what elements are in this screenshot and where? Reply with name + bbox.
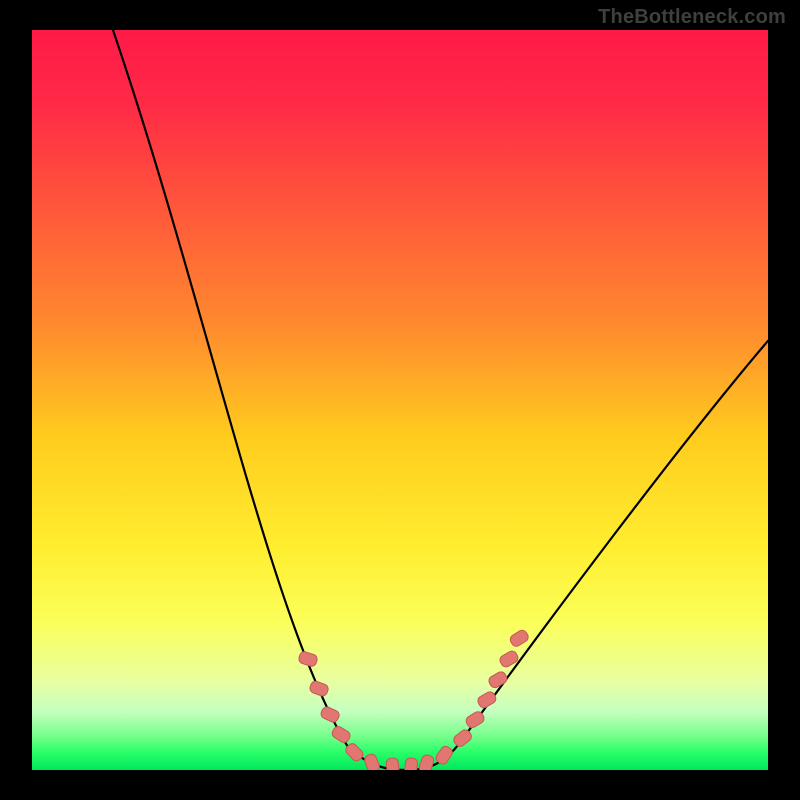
watermark-text: TheBottleneck.com (598, 6, 786, 29)
plot-background (32, 30, 768, 770)
chart-wrap: TheBottleneck.com (0, 0, 800, 800)
bottleneck-chart (0, 0, 800, 800)
